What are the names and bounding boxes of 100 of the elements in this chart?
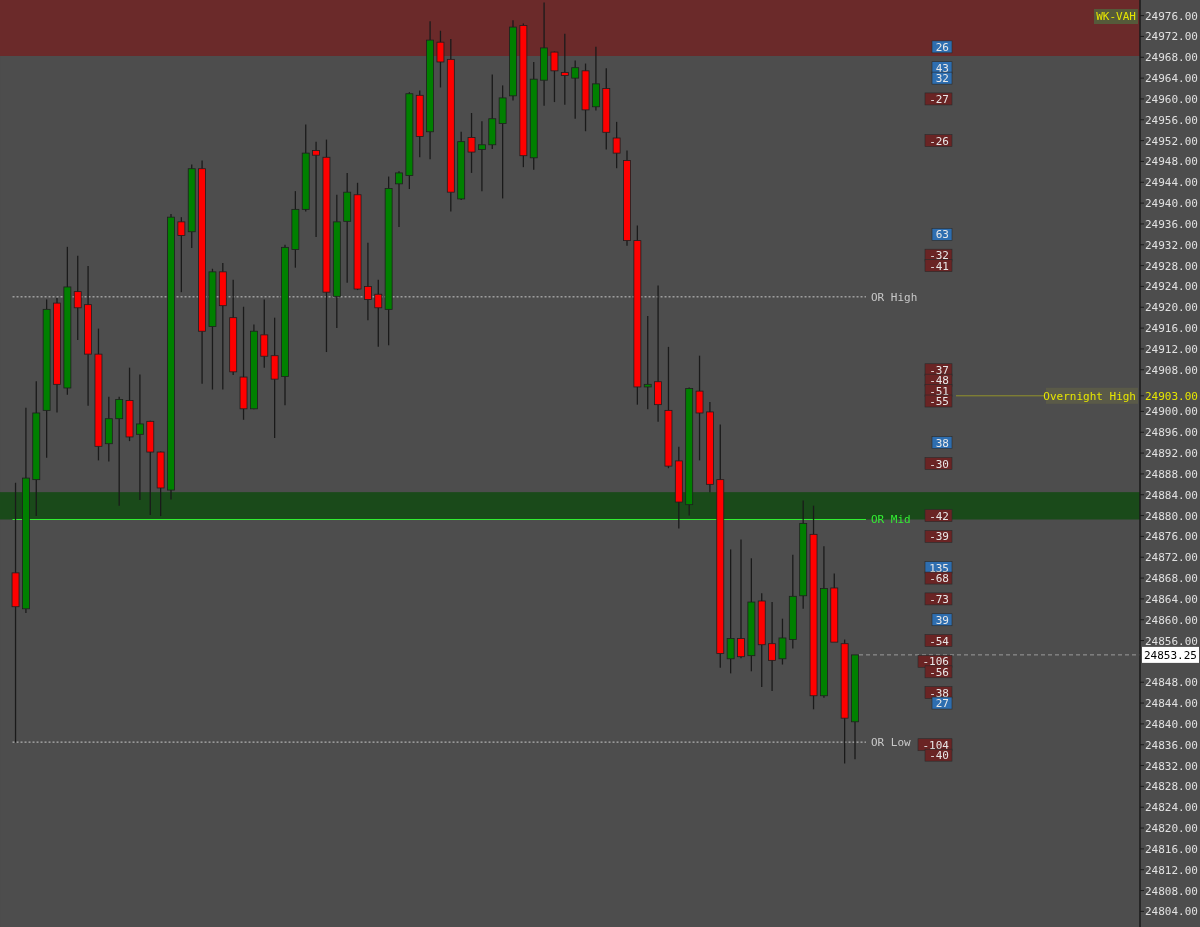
y-tick-label: 24840.00	[1145, 717, 1198, 731]
y-tick-label: 24884.00	[1145, 488, 1198, 502]
candlestick	[332, 194, 341, 329]
candlestick	[509, 19, 517, 102]
y-tick-label: 24964.00	[1145, 72, 1198, 86]
candlestick	[167, 213, 175, 501]
candlestick	[768, 601, 776, 692]
candlestick	[281, 244, 289, 406]
annotation: -30	[929, 457, 949, 471]
y-tick-label: 24936.00	[1145, 217, 1198, 231]
annotation: -39	[929, 530, 949, 544]
annotation: 43	[935, 61, 949, 75]
y-tick-label: 24920.00	[1145, 301, 1198, 315]
annotation: 39	[935, 613, 949, 627]
y-tick-label: 24916.00	[1145, 322, 1198, 336]
y-tick-label: 24876.00	[1145, 530, 1198, 544]
annotation: -55	[929, 395, 949, 409]
candlestick	[22, 407, 30, 614]
y-tick-label: 24960.00	[1145, 92, 1198, 106]
band-label: WK-VAH	[1096, 10, 1136, 23]
ref-line-label: OR High	[871, 290, 918, 304]
annotation: -26	[929, 134, 949, 148]
annotation: 32	[935, 72, 949, 86]
candlestick	[11, 482, 20, 744]
candlestick	[395, 170, 403, 228]
candlestick	[623, 149, 631, 247]
y-tick-label: 24888.00	[1145, 467, 1198, 481]
y-tick-label: 24900.00	[1145, 405, 1198, 419]
candlestick	[654, 284, 662, 423]
ref-line-label: OR Mid	[871, 513, 911, 527]
y-tick-label: 24903.00	[1145, 389, 1198, 403]
annotation: 63	[935, 228, 949, 242]
y-tick-label: 24860.00	[1145, 613, 1198, 627]
y-tick-label: 24932.00	[1145, 238, 1198, 252]
annotation: 27	[935, 697, 949, 711]
ref-line-label: OR Low	[871, 736, 912, 750]
candlestick	[270, 317, 279, 439]
annotation: -37	[929, 363, 949, 377]
candlestick	[478, 120, 486, 192]
ref-line-label: Overnight High	[1043, 389, 1136, 403]
y-tick-label: 24868.00	[1145, 572, 1198, 586]
candlestick	[695, 355, 704, 462]
candlestick	[467, 112, 476, 174]
annotation: -42	[929, 509, 949, 523]
annotation: -73	[929, 592, 949, 606]
y-tick-label: 24820.00	[1145, 822, 1198, 836]
candlestick	[540, 1, 548, 107]
y-tick-label: 24896.00	[1145, 426, 1198, 440]
annotation: 38	[935, 436, 949, 450]
y-tick-label: 24968.00	[1145, 51, 1198, 65]
y-tick-label: 24952.00	[1145, 134, 1198, 148]
candlestick	[53, 297, 61, 414]
candlestick	[364, 242, 372, 321]
y-tick-label: 24832.00	[1145, 759, 1198, 773]
y-tick-label: 24808.00	[1145, 884, 1198, 898]
candlestick	[446, 38, 455, 213]
y-tick-label: 24880.00	[1145, 509, 1198, 523]
annotation: -27	[929, 92, 949, 106]
annotation: -68	[929, 572, 949, 586]
annotation: -54	[929, 634, 950, 648]
candlestick	[136, 373, 144, 501]
y-tick-label: 24976.00	[1145, 9, 1198, 23]
candlestick	[560, 33, 569, 106]
y-tick-label: 24856.00	[1145, 634, 1198, 648]
candlestick	[32, 380, 41, 517]
candlestick	[73, 255, 82, 341]
y-tick-label: 24836.00	[1145, 738, 1198, 752]
candlestick	[426, 20, 434, 161]
y-tick-label: 24812.00	[1145, 863, 1198, 877]
annotation: -104	[922, 738, 950, 752]
y-tick-label: 24908.00	[1145, 363, 1198, 377]
y-tick-label: 24924.00	[1145, 280, 1198, 294]
candlestick	[737, 538, 745, 659]
y-tick-label: 24912.00	[1145, 342, 1198, 356]
y-tick-label: 24848.00	[1145, 676, 1198, 690]
annotation: 26	[935, 40, 949, 54]
y-tick-label: 24864.00	[1145, 592, 1198, 606]
candlestick	[84, 265, 92, 407]
y-tick-label: 24940.00	[1145, 197, 1198, 211]
candlestick	[706, 401, 714, 493]
y-tick-label: 24844.00	[1145, 697, 1198, 711]
y-tick-label: 24928.00	[1145, 259, 1198, 273]
annotation: -38	[929, 686, 949, 700]
candlestick	[291, 190, 300, 269]
y-tick-label: 24828.00	[1145, 780, 1198, 794]
y-tick-label: 24804.00	[1145, 905, 1198, 919]
y-tick-label: 24972.00	[1145, 30, 1198, 44]
y-tick-label: 24944.00	[1145, 176, 1198, 190]
annotation: -40	[929, 749, 949, 763]
candlestick	[592, 46, 600, 112]
candlestick	[312, 141, 320, 238]
candlestick	[343, 172, 352, 284]
y-tick-label: 24956.00	[1145, 113, 1198, 127]
ref-line-label: 24853.25	[1144, 648, 1197, 662]
candlestick	[198, 159, 206, 385]
candlestick	[820, 545, 828, 699]
y-tick-label: 24824.00	[1145, 801, 1198, 815]
y-tick-label: 24892.00	[1145, 447, 1198, 461]
y-tick-label: 24872.00	[1145, 551, 1198, 565]
candlestick	[643, 315, 652, 410]
